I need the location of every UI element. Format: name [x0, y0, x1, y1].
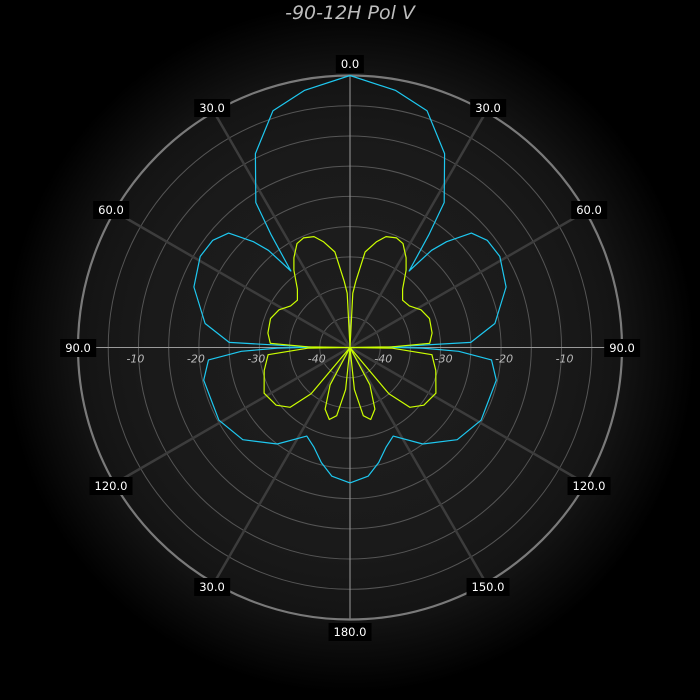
- angle-label: 30.0: [470, 99, 506, 118]
- series-line-1: [193, 74, 507, 484]
- radial-tick-label: -20: [495, 352, 514, 365]
- angle-label: 180.0: [328, 622, 372, 641]
- chart-title: -90-12H Pol V: [285, 2, 415, 24]
- series-line-2: [263, 236, 437, 421]
- angle-label: 90.0: [604, 338, 640, 357]
- angle-label: 60.0: [93, 200, 129, 219]
- grid-spoke: [348, 346, 488, 584]
- radial-tick-label: -30: [247, 352, 266, 365]
- grid-spoke: [212, 346, 352, 584]
- angle-label: 30.0: [194, 99, 230, 118]
- angle-label: 30.0: [194, 577, 230, 596]
- grid-spoke: [113, 346, 351, 485]
- angle-label: 120.0: [567, 476, 611, 495]
- radial-tick-label: -40: [307, 352, 326, 365]
- grid-spoke: [349, 346, 587, 485]
- grid-spoke: [349, 210, 587, 349]
- angle-label: 90.0: [60, 338, 96, 357]
- angle-label: 120.0: [89, 476, 133, 495]
- grid-spoke: [212, 111, 352, 349]
- radial-tick-label: -30: [434, 352, 453, 365]
- radial-tick-label: -20: [186, 352, 205, 365]
- grid-spoke: [113, 210, 351, 349]
- angle-label: 60.0: [571, 200, 607, 219]
- angle-label: 150.0: [466, 577, 510, 596]
- angle-label: 0.0: [335, 54, 365, 73]
- radial-tick-label: -10: [555, 352, 574, 365]
- radial-tick-label: -10: [126, 352, 145, 365]
- radial-tick-label: -40: [374, 352, 393, 365]
- grid-spoke: [348, 111, 488, 349]
